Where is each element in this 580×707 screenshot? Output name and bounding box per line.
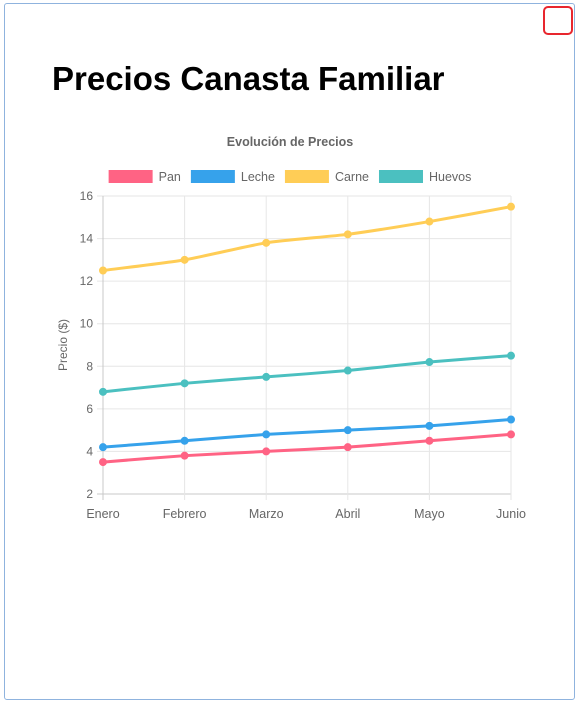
legend-swatch	[284, 170, 329, 183]
data-point-carne[interactable]	[343, 230, 352, 239]
series-line-huevos	[101, 354, 513, 394]
y-tick-label: 4	[86, 444, 93, 458]
data-point-leche[interactable]	[507, 415, 515, 424]
legend[interactable]: Pan Leche Carne Huevos	[108, 170, 472, 184]
y-tick-label: 10	[80, 317, 94, 331]
series-line-leche	[101, 418, 513, 449]
legend-label: Huevos	[429, 170, 471, 184]
data-point-leche[interactable]	[180, 436, 189, 445]
data-point-huevos[interactable]	[262, 372, 271, 381]
data-point-pan[interactable]	[507, 430, 515, 439]
app-window	[4, 3, 575, 700]
series-lines	[99, 202, 515, 467]
data-point-huevos[interactable]	[99, 387, 107, 396]
series-line-carne	[101, 205, 513, 272]
legend-label: Carne	[335, 170, 369, 184]
x-tick-label: Junio	[496, 507, 526, 521]
page-title: Precios Canasta Familiar	[52, 60, 445, 97]
data-point-pan[interactable]	[180, 451, 189, 460]
x-tick-label: Enero	[86, 507, 119, 521]
chart-title: Evolución de Precios	[227, 135, 353, 149]
y-tick-label: 14	[80, 232, 94, 246]
data-point-carne[interactable]	[507, 202, 515, 211]
x-tick-label: Marzo	[249, 507, 284, 521]
data-point-leche[interactable]	[262, 430, 271, 439]
y-tick-label: 12	[80, 274, 94, 288]
data-point-pan[interactable]	[425, 436, 434, 445]
y-tick-label: 6	[86, 402, 93, 416]
legend-item-leche[interactable]: Leche	[190, 170, 275, 184]
close-button[interactable]	[543, 6, 573, 35]
legend-label: Leche	[241, 170, 275, 184]
y-tick-label: 8	[86, 359, 93, 373]
y-tick-label: 16	[80, 189, 94, 203]
data-point-huevos[interactable]	[343, 366, 352, 375]
x-tick-label: Mayo	[414, 507, 445, 521]
legend-swatch	[378, 170, 423, 183]
data-point-leche[interactable]	[425, 421, 434, 430]
data-point-carne[interactable]	[425, 217, 434, 226]
legend-swatch	[190, 170, 235, 183]
data-point-pan[interactable]	[262, 447, 271, 456]
x-tick-label: Abril	[335, 507, 360, 521]
y-axis-label: Precio ($)	[56, 319, 70, 371]
data-point-leche[interactable]	[343, 426, 352, 435]
legend-item-pan[interactable]: Pan	[108, 170, 181, 184]
data-point-pan[interactable]	[99, 458, 107, 467]
data-point-carne[interactable]	[262, 238, 271, 247]
legend-item-huevos[interactable]: Huevos	[378, 170, 471, 184]
x-tick-label: Febrero	[163, 507, 207, 521]
grid	[97, 195, 512, 500]
legend-label: Pan	[159, 170, 181, 184]
data-point-leche[interactable]	[99, 443, 107, 452]
data-point-huevos[interactable]	[425, 358, 434, 367]
data-point-pan[interactable]	[343, 443, 352, 452]
y-tick-label: 2	[86, 487, 93, 501]
legend-item-carne[interactable]: Carne	[284, 170, 369, 184]
data-point-carne[interactable]	[180, 255, 189, 264]
series-line-pan	[101, 432, 513, 464]
data-point-carne[interactable]	[99, 266, 107, 275]
data-point-huevos[interactable]	[180, 379, 189, 388]
data-point-huevos[interactable]	[507, 351, 515, 360]
axes: 2 4 6 8 10 12 14 16 Enero Febrero Marzo Abril Mayo Ju…	[80, 189, 526, 521]
legend-swatch	[108, 170, 153, 183]
